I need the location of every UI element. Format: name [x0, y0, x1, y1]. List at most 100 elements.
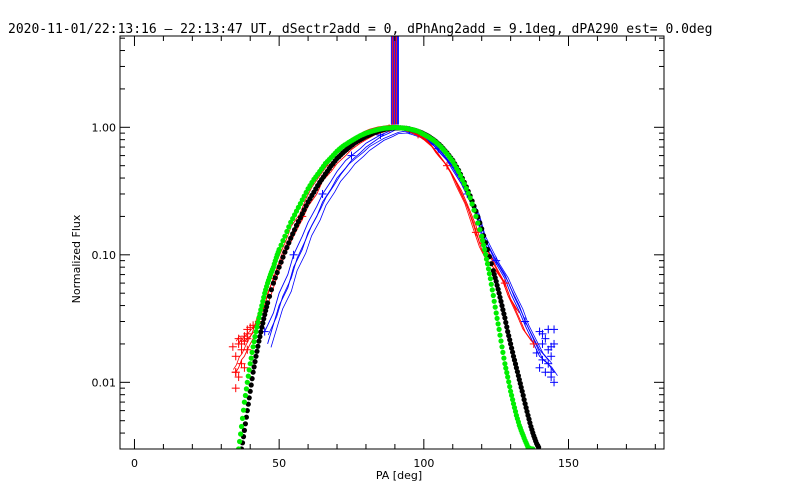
- green-model-dot: [465, 190, 471, 196]
- green-model-dot: [491, 298, 497, 304]
- black-model-dot: [301, 207, 307, 213]
- green-model-dot: [259, 303, 265, 309]
- black-model-dot: [498, 298, 504, 304]
- green-model-dot: [481, 242, 487, 248]
- green-model-dot: [457, 173, 464, 179]
- green-model-dot: [252, 334, 258, 340]
- black-model-dot: [284, 244, 290, 251]
- black-model-dot: [241, 427, 247, 433]
- green-model-dot: [503, 365, 509, 371]
- green-model-dot: [471, 207, 477, 213]
- green-model-dot: [242, 392, 248, 399]
- black-model-dot: [274, 269, 280, 276]
- green-model-dot: [249, 349, 255, 355]
- plot-area: [228, 36, 559, 449]
- blue-marker: [538, 329, 547, 338]
- green-model-dot: [512, 408, 519, 415]
- black-model-dot: [278, 259, 284, 265]
- green-model-dot: [463, 185, 469, 192]
- blue-line-marker: [318, 189, 327, 198]
- black-model-dot: [245, 401, 251, 407]
- plot-frame: [119, 35, 665, 450]
- black-model-dot: [514, 369, 521, 375]
- black-model-dot: [506, 333, 512, 339]
- green-model-dot: [261, 294, 267, 300]
- black-model-dot: [511, 357, 518, 363]
- blue-marker: [538, 355, 547, 364]
- blue-marker: [547, 342, 556, 351]
- green-model-dot: [501, 355, 507, 361]
- blue-marker: [547, 368, 556, 377]
- black-model-dot: [249, 376, 255, 382]
- black-model-dot: [518, 384, 524, 390]
- black-model-dot: [266, 293, 273, 299]
- black-model-dot: [288, 235, 294, 241]
- green-model-dot: [461, 181, 467, 187]
- black-model-dot: [502, 315, 508, 321]
- blue-marker: [541, 334, 550, 343]
- black-model-dot: [259, 324, 265, 330]
- y-axis-label: Normalized Flux: [70, 214, 83, 303]
- x-tick-label: 150: [558, 457, 579, 470]
- green-model-dot: [276, 246, 282, 253]
- y-tick-label: 0.10: [92, 249, 117, 262]
- black-model-dot: [524, 408, 530, 415]
- black-model-dot: [495, 286, 501, 292]
- red-marker: [228, 342, 237, 351]
- black-model-dot: [252, 359, 258, 365]
- black-model-dot: [509, 349, 516, 355]
- green-model-dot: [510, 401, 517, 407]
- black-model-dot: [282, 249, 288, 255]
- green-model-dot: [488, 281, 494, 287]
- black-model-dot: [244, 408, 250, 414]
- blue-marker: [550, 325, 559, 334]
- axes: 0 50 100 150 0.01 0.10 1.00: [92, 35, 665, 470]
- black-model-dot: [513, 365, 520, 371]
- green-model-dot: [469, 201, 475, 207]
- black-model-dot: [501, 311, 507, 317]
- black-model-dot: [248, 382, 254, 388]
- black-model-dot: [520, 392, 526, 398]
- black-model-dot: [276, 264, 282, 270]
- green-model-dot: [284, 228, 290, 235]
- green-model-dot: [496, 326, 502, 332]
- green-model-dot: [241, 399, 247, 405]
- black-model-dot: [499, 303, 505, 309]
- green-model-dot: [244, 379, 250, 385]
- green-model-dot: [498, 338, 504, 344]
- black-model-dot: [503, 319, 509, 326]
- blue-line-marker: [289, 250, 298, 259]
- green-model-dot: [483, 256, 490, 262]
- black-model-dot: [488, 261, 494, 267]
- green-model-dot: [494, 315, 500, 321]
- black-model-dot: [295, 218, 301, 225]
- black-model-dot: [521, 397, 527, 403]
- black-model-dot: [493, 278, 499, 284]
- green-model-dot: [480, 238, 486, 244]
- blue-series-line-shadow-1: [270, 132, 558, 376]
- green-model-dot: [256, 315, 262, 321]
- green-model-dot: [497, 332, 503, 338]
- x-axis-label: PA [deg]: [376, 469, 422, 482]
- green-model-dot: [485, 266, 492, 272]
- green-model-dot: [482, 246, 488, 253]
- green-model-dot: [243, 386, 249, 392]
- black-model-dot: [258, 329, 264, 335]
- black-model-dot: [251, 364, 257, 370]
- green-model-dot: [247, 361, 253, 367]
- green-model-dot: [505, 374, 511, 380]
- red-marker: [237, 359, 246, 368]
- green-model-dot: [487, 276, 493, 282]
- black-model-dot: [299, 211, 305, 217]
- green-model-dot: [255, 319, 261, 326]
- green-model-dot: [508, 388, 514, 394]
- blue-marker: [532, 348, 541, 357]
- black-model-dot: [286, 240, 292, 246]
- blue-marker: [550, 378, 559, 387]
- green-model-dot: [511, 405, 518, 411]
- green-model-dot: [240, 407, 247, 413]
- black-model-dot: [515, 373, 522, 379]
- black-model-dot: [508, 341, 514, 347]
- black-model-dot: [268, 287, 274, 293]
